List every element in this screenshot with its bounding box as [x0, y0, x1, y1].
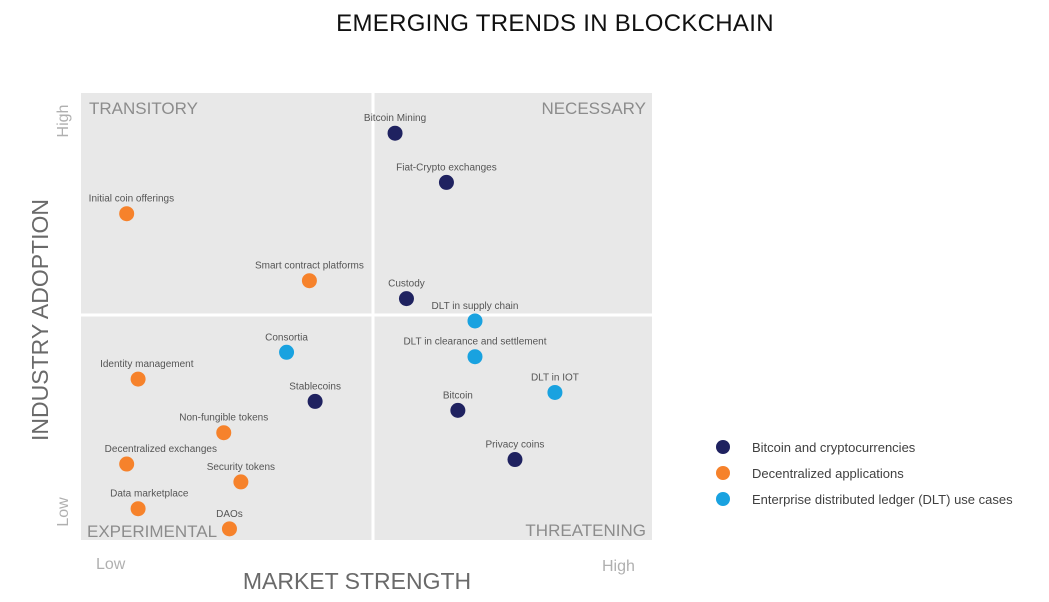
x-tick-high: High	[602, 558, 635, 575]
data-point	[507, 452, 523, 468]
data-point	[467, 349, 483, 365]
data-point	[130, 501, 146, 517]
data-label: Decentralized exchanges	[105, 444, 217, 455]
data-point	[307, 393, 323, 409]
y-tick-low: Low	[55, 497, 72, 527]
data-label: Identity management	[100, 359, 194, 370]
quadrant-label-transitory: TRANSITORY	[89, 99, 198, 118]
x-axis-title: MARKET STRENGTH	[243, 568, 471, 594]
data-point	[450, 402, 466, 418]
data-label: Fiat-Crypto exchanges	[396, 162, 497, 173]
legend-marker	[716, 466, 730, 480]
data-label: Data marketplace	[110, 489, 189, 500]
data-point	[119, 456, 135, 472]
data-point	[547, 384, 563, 400]
data-label: DAOs	[216, 509, 243, 520]
quadrant-label-necessary: NECESSARY	[541, 99, 646, 118]
legend: Bitcoin and cryptocurrencies Decentraliz…	[716, 434, 1013, 512]
data-label: DLT in clearance and settlement	[403, 337, 546, 348]
legend-item: Enterprise distributed ledger (DLT) use …	[716, 486, 1013, 512]
legend-item: Bitcoin and cryptocurrencies	[716, 434, 1013, 460]
legend-label: Enterprise distributed ledger (DLT) use …	[752, 491, 1013, 507]
data-label: Bitcoin	[443, 390, 473, 401]
legend-marker	[716, 440, 730, 454]
data-point	[438, 174, 454, 190]
data-point	[467, 313, 483, 329]
data-point	[387, 125, 403, 141]
data-point	[233, 474, 249, 490]
data-point	[279, 344, 295, 360]
data-point	[130, 371, 146, 387]
data-label: Security tokens	[207, 462, 275, 473]
x-tick-low: Low	[96, 556, 126, 573]
legend-marker	[716, 492, 730, 506]
y-tick-high: High	[55, 105, 72, 138]
data-label: Stablecoins	[289, 381, 341, 392]
data-label: Bitcoin Mining	[364, 113, 426, 124]
data-label: Initial coin offerings	[89, 194, 174, 205]
legend-label: Decentralized applications	[752, 465, 904, 481]
quadrant-label-experimental: EXPERIMENTAL	[87, 522, 217, 541]
data-label: Custody	[388, 279, 425, 290]
data-label: Non-fungible tokens	[179, 413, 268, 424]
data-label: Privacy coins	[486, 440, 545, 451]
data-point	[216, 425, 232, 441]
data-label: DLT in supply chain	[432, 301, 519, 312]
chart-title: EMERGING TRENDS IN BLOCKCHAIN	[336, 10, 774, 37]
data-label: Smart contract platforms	[255, 261, 364, 272]
data-point	[221, 521, 237, 537]
legend-label: Bitcoin and cryptocurrencies	[752, 439, 916, 455]
data-point	[398, 291, 414, 307]
data-label: Consortia	[265, 332, 308, 343]
data-point	[119, 206, 135, 222]
data-point	[301, 273, 317, 289]
quadrant-label-threatening: THREATENING	[525, 521, 646, 540]
data-label: DLT in IOT	[531, 372, 579, 383]
legend-item: Decentralized applications	[716, 460, 1013, 486]
y-axis-title: INDUSTRY ADOPTION	[27, 199, 53, 441]
